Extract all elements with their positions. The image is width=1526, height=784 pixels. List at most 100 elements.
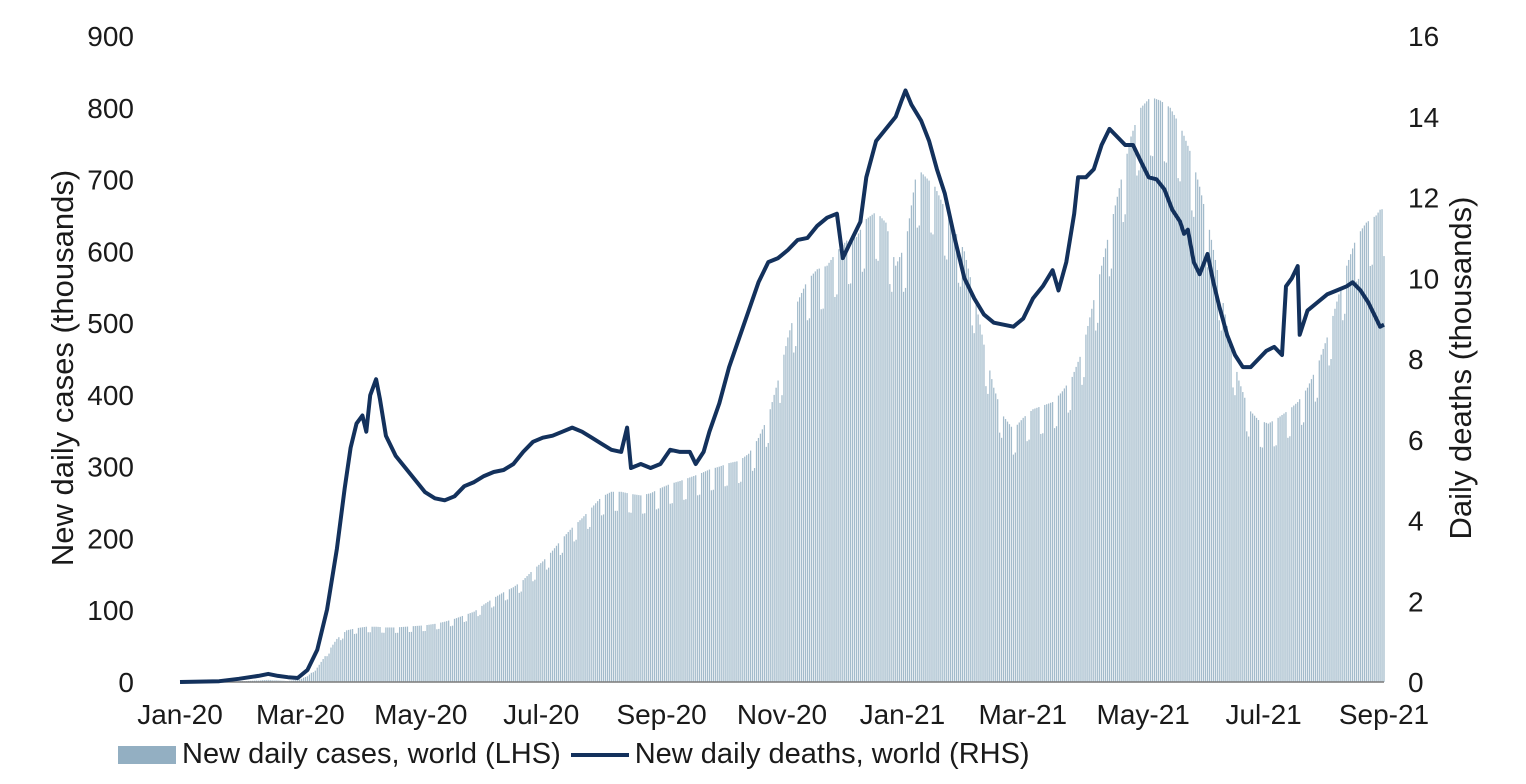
cases-bar [863, 268, 865, 682]
cases-bar [1373, 216, 1375, 682]
cases-bar [508, 589, 511, 682]
cases-bar [365, 626, 367, 682]
cases-bar [1344, 313, 1346, 682]
cases-bar [400, 627, 403, 682]
cases-bar [889, 284, 891, 682]
cases-bar [606, 493, 609, 682]
cases-bar [957, 282, 960, 682]
cases-bar [1320, 354, 1322, 682]
cases-bar [1202, 203, 1205, 682]
cases-bar [1042, 433, 1044, 682]
cases-bar [402, 626, 405, 682]
cases-bar [500, 593, 503, 682]
cases-bar [1101, 265, 1103, 682]
cases-bar [771, 402, 773, 682]
cases-bar [563, 536, 565, 682]
cases-bar [1250, 411, 1252, 682]
cases-bar [334, 641, 336, 682]
cases-bar [473, 611, 475, 682]
cases-bar [683, 499, 685, 682]
cases-bar [965, 259, 967, 682]
cases-bar [995, 393, 997, 682]
cases-bar [1022, 417, 1024, 682]
cases-bar [959, 286, 962, 682]
cases-bar [1140, 107, 1142, 682]
cases-bar [471, 612, 473, 682]
cases-bar [1259, 446, 1262, 682]
cases-bar [824, 266, 826, 682]
cases-bar [451, 625, 454, 682]
cases-bar [885, 222, 887, 682]
cases-bar [1291, 407, 1293, 682]
cases-bar [1301, 424, 1303, 682]
cases-bar [1191, 210, 1193, 683]
cases-bar [1230, 346, 1232, 682]
cases-bar [1302, 422, 1305, 682]
cases-bar [359, 627, 362, 682]
cases-bar [1073, 371, 1075, 682]
left-tick-label: 400 [87, 380, 134, 411]
cases-bar [459, 616, 462, 682]
cases-bar [314, 670, 316, 682]
cases-bar [1383, 256, 1385, 682]
cases-bar [371, 626, 373, 682]
cases-bar [291, 680, 293, 682]
cases-bar [551, 550, 554, 682]
cases-bar [406, 626, 409, 682]
cases-bar [1251, 413, 1254, 682]
cases-bar [1038, 407, 1040, 682]
cases-bar [1075, 366, 1077, 682]
cases-bar [679, 481, 681, 682]
cases-bar [646, 494, 648, 682]
cases-bar [298, 679, 301, 682]
cases-bar [1246, 431, 1248, 682]
cases-bar [1010, 426, 1013, 682]
cases-bar [1377, 212, 1379, 682]
cases-bar [1285, 412, 1287, 682]
cases-bar [599, 498, 601, 682]
cases-bar [1253, 415, 1256, 682]
cases-bar [871, 214, 873, 683]
cases-bar [750, 450, 752, 682]
cases-bar [622, 492, 624, 682]
cases-bar [732, 462, 734, 682]
cases-bar [1201, 195, 1203, 682]
cases-bar [1120, 179, 1122, 682]
cases-bar [481, 605, 483, 682]
cases-bar [414, 626, 416, 682]
cases-bar [653, 491, 656, 682]
cases-bar [1136, 175, 1138, 683]
cases-bar [397, 632, 399, 682]
cases-bar [769, 409, 771, 682]
cases-bar [310, 672, 312, 682]
cases-bar [1036, 407, 1038, 682]
cases-bar [620, 491, 622, 682]
cases-bar [797, 301, 799, 682]
cases-bar [1002, 416, 1005, 682]
cases-bar [293, 680, 295, 682]
cases-bar [1255, 417, 1258, 682]
cases-bar [869, 216, 871, 682]
cases-bar [1287, 437, 1289, 682]
cases-bar [304, 676, 307, 682]
cases-bar [857, 233, 860, 682]
cases-bar [491, 607, 493, 682]
cases-bar [767, 442, 769, 682]
cases-bar [1222, 303, 1224, 682]
cases-bar [436, 629, 438, 682]
cases-bar [1269, 422, 1271, 682]
cases-bar [389, 627, 391, 682]
cases-bar [1008, 424, 1011, 682]
cases-bar [600, 515, 603, 682]
cases-bar [1124, 214, 1126, 683]
cases-bar [261, 680, 263, 682]
cases-bar [736, 461, 738, 682]
cases-bar [700, 472, 703, 682]
cases-bar [944, 255, 946, 682]
cases-bar [977, 314, 979, 682]
cases-bar [608, 492, 611, 682]
x-tick-label: Jul-20 [503, 699, 579, 730]
cases-bar [351, 629, 354, 682]
cases-bar [1289, 436, 1291, 682]
cases-bar [412, 626, 414, 682]
